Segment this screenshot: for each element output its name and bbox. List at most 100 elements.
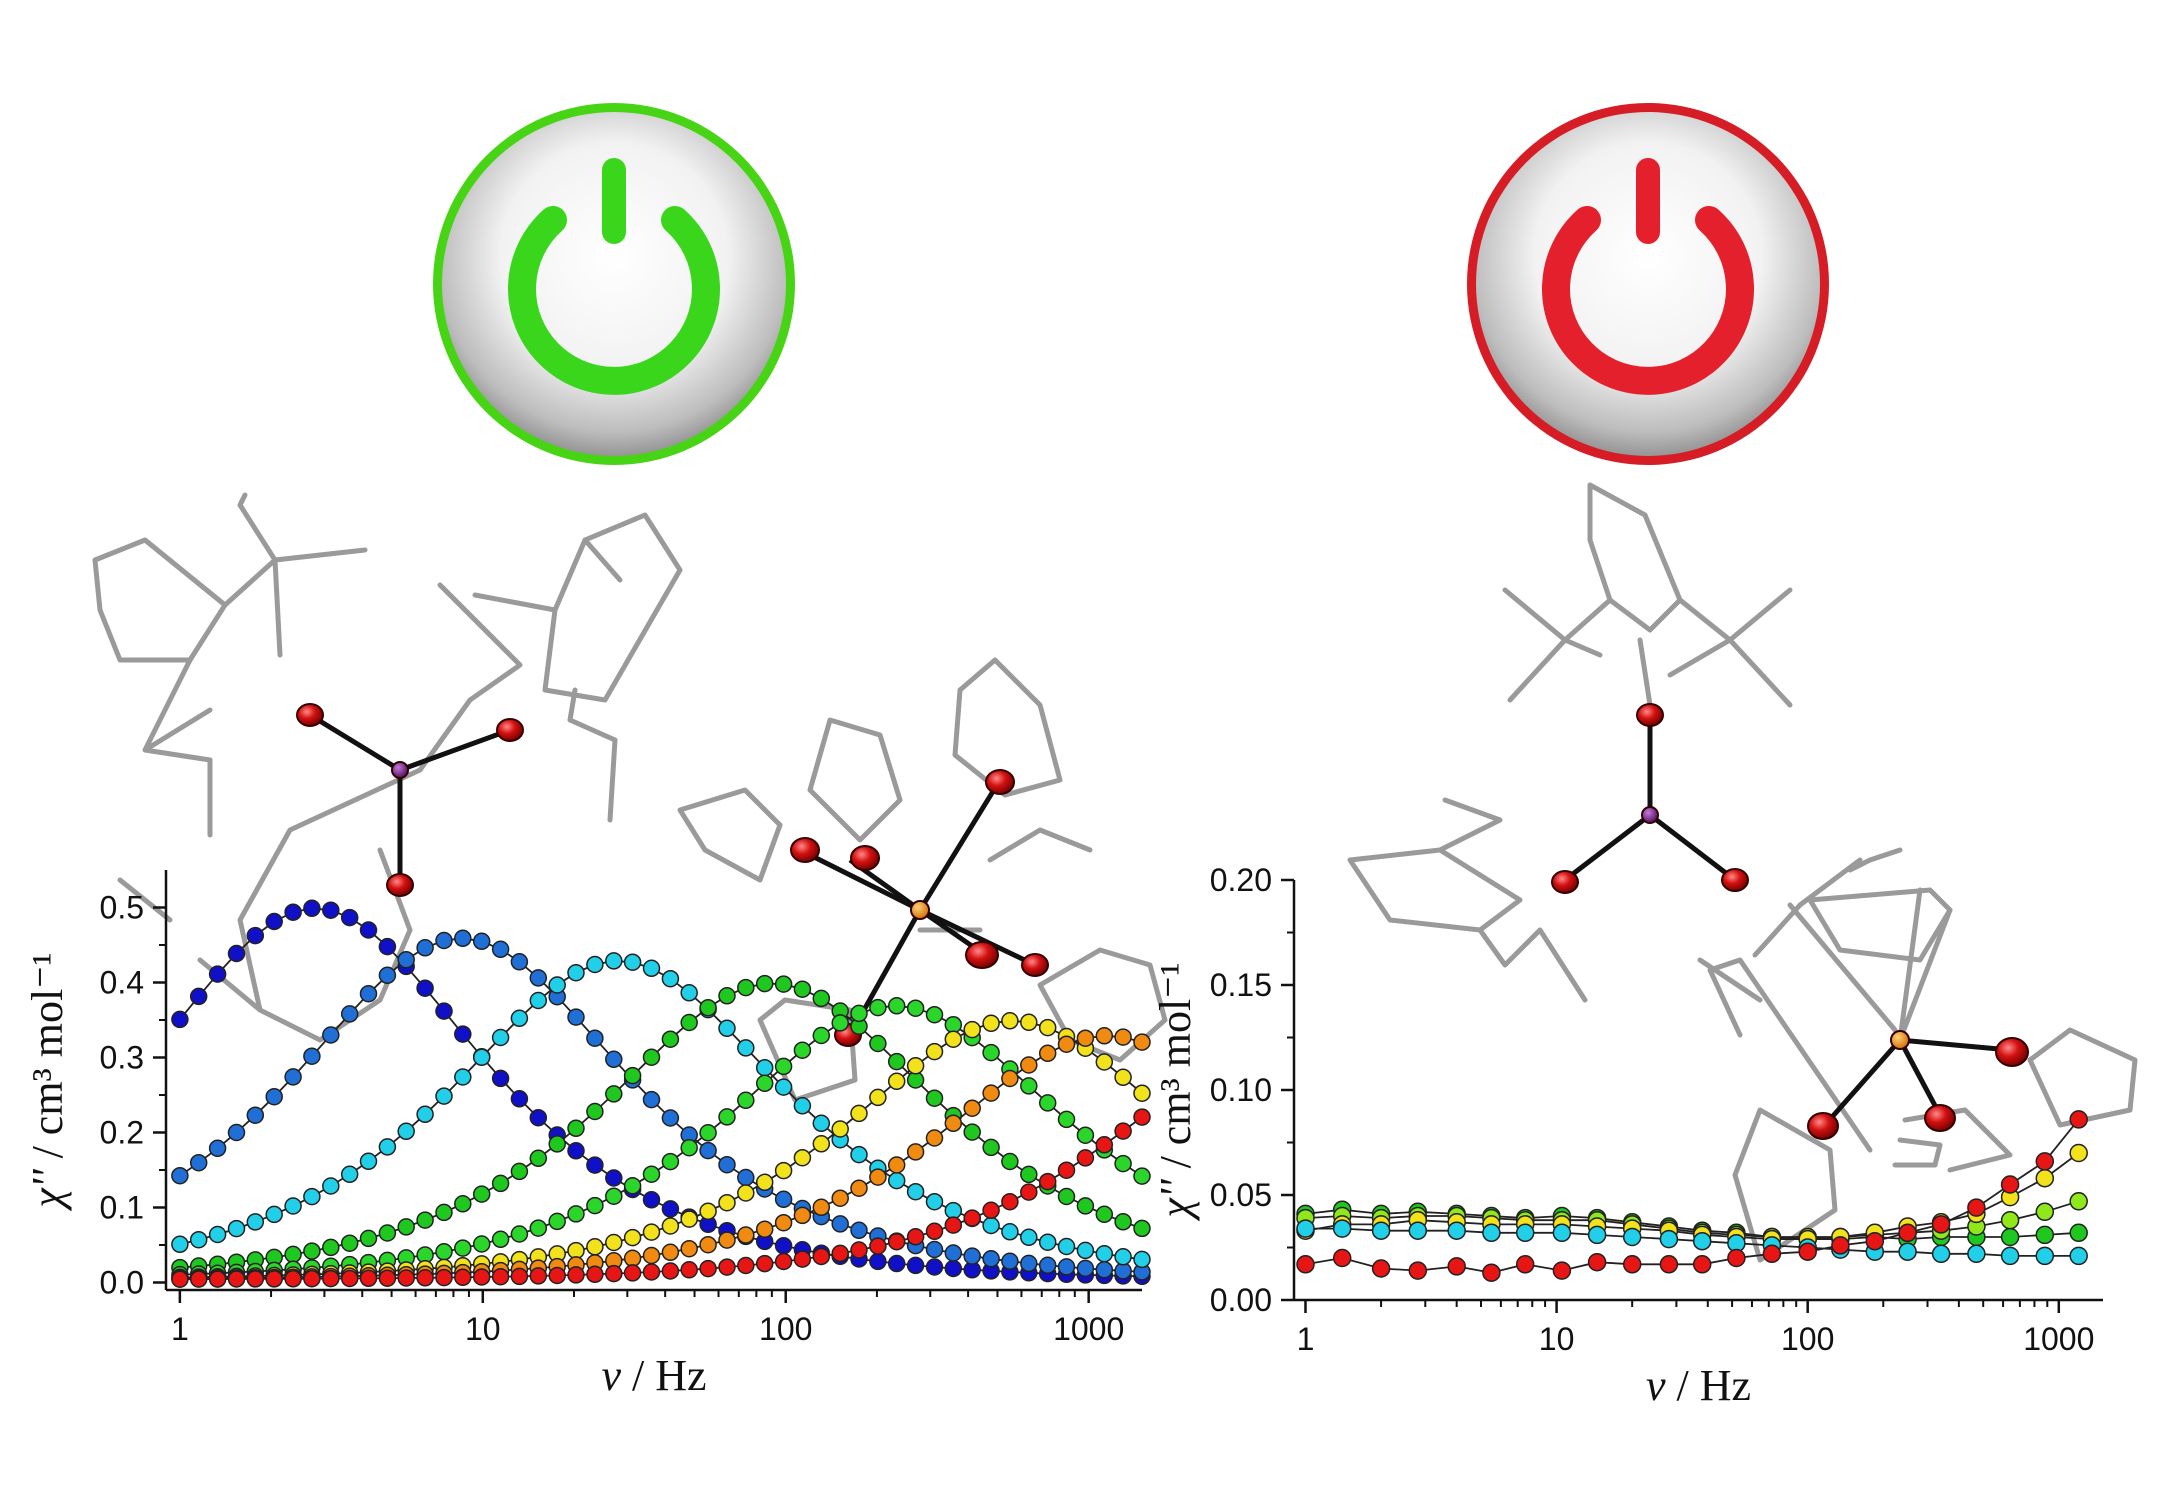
data-point [605, 1264, 623, 1283]
data-point [1762, 1244, 1782, 1264]
data-point [869, 1168, 887, 1186]
data-point [982, 1138, 1000, 1157]
data-point [322, 901, 340, 919]
data-point [586, 1238, 604, 1256]
data-point [680, 1013, 698, 1032]
data-point [359, 1269, 378, 1288]
data-point [2000, 1227, 2020, 1247]
data-point [2035, 1168, 2055, 1188]
x-tick-label: 1 [171, 1311, 189, 1347]
data-point [887, 1072, 906, 1091]
data-point [189, 1270, 208, 1288]
data-point [887, 1156, 906, 1174]
data-point [265, 1270, 283, 1288]
data-point [661, 1109, 680, 1127]
data-point [887, 997, 906, 1015]
data-point [831, 1189, 849, 1207]
data-point [1587, 1252, 1607, 1272]
data-point [906, 1143, 925, 1161]
data-point [1020, 1183, 1038, 1201]
data-point [529, 1219, 548, 1237]
data-point [435, 1243, 453, 1261]
data-point [397, 1218, 415, 1236]
data-point [963, 1209, 981, 1227]
data-point [1057, 1161, 1076, 1179]
atoms-right [1551, 703, 2029, 1140]
data-point [737, 1184, 755, 1202]
data-point [642, 959, 661, 978]
data-point [378, 937, 397, 956]
data-point [1001, 1012, 1019, 1030]
data-point [1020, 1056, 1038, 1074]
data-point [793, 1206, 812, 1225]
data-point [1371, 1221, 1391, 1240]
data-point [1076, 1241, 1095, 1260]
data-point [227, 944, 246, 963]
data-point [982, 1201, 1000, 1220]
data-point [1967, 1198, 1986, 1217]
data-point [397, 1122, 415, 1141]
data-point [1076, 1126, 1095, 1144]
data-point [189, 1153, 208, 1172]
data-point [208, 1270, 227, 1288]
series-line-4 [179, 1004, 1143, 1276]
data-point [944, 1030, 963, 1048]
data-point [548, 1212, 566, 1231]
data-point [340, 908, 359, 927]
data-point [378, 966, 397, 985]
data-point [661, 1152, 680, 1171]
data-point [963, 1123, 981, 1141]
data-point [454, 929, 472, 948]
data-point [1515, 1223, 1535, 1243]
data-point [812, 1114, 831, 1133]
data-point [2069, 1223, 2088, 1243]
data-point [1931, 1215, 1951, 1234]
data-point [397, 1269, 415, 1287]
data-point [416, 979, 434, 997]
data-point [491, 1069, 510, 1088]
data-point [1659, 1229, 1679, 1249]
y-tick-label: 0.05 [1210, 1177, 1272, 1213]
data-point [322, 1238, 340, 1257]
x-tick-label: 1000 [1053, 1311, 1124, 1347]
data-point [322, 1269, 340, 1288]
data-point [1798, 1242, 1817, 1261]
y-axis-symbol: χ'' [1151, 1178, 1200, 1222]
data-point [812, 1026, 831, 1045]
data-point [171, 1010, 189, 1029]
data-point [1076, 1259, 1095, 1278]
data-point [416, 939, 434, 957]
data-point [623, 1264, 642, 1282]
data-point [2069, 1143, 2088, 1163]
data-point [605, 1233, 623, 1252]
molecule-structure-left [92, 492, 1168, 1103]
x-axis-unit: / Hz [1666, 1361, 1752, 1410]
data-point [718, 1258, 736, 1276]
data-point [793, 1041, 812, 1059]
data-point [454, 1239, 472, 1257]
data-point [887, 1254, 906, 1273]
data-point [435, 931, 453, 950]
atoms-left [296, 703, 1049, 1047]
data-point [680, 1261, 698, 1279]
data-point [246, 926, 265, 945]
data-point [1057, 1237, 1076, 1256]
data-point [737, 1168, 755, 1187]
y-tick-label: 0.20 [1210, 862, 1272, 898]
molecule-bonds-right [1563, 715, 2011, 1127]
data-point [680, 1138, 698, 1157]
x-axis-title: ν / Hz [1646, 1361, 1751, 1410]
data-point [774, 1252, 793, 1271]
data-point [303, 1269, 321, 1288]
data-point [737, 1226, 755, 1244]
data-point [661, 1030, 680, 1048]
data-point [680, 1239, 698, 1258]
data-point [529, 1267, 548, 1285]
data-point [680, 1210, 698, 1228]
data-point [774, 1057, 793, 1076]
data-point [1095, 1136, 1114, 1154]
data-point [1114, 1068, 1132, 1087]
y-axis-title: χ'' / cm³ mol⁻¹ [1151, 962, 1200, 1221]
data-point [1001, 1192, 1019, 1211]
data-point [322, 1177, 340, 1195]
